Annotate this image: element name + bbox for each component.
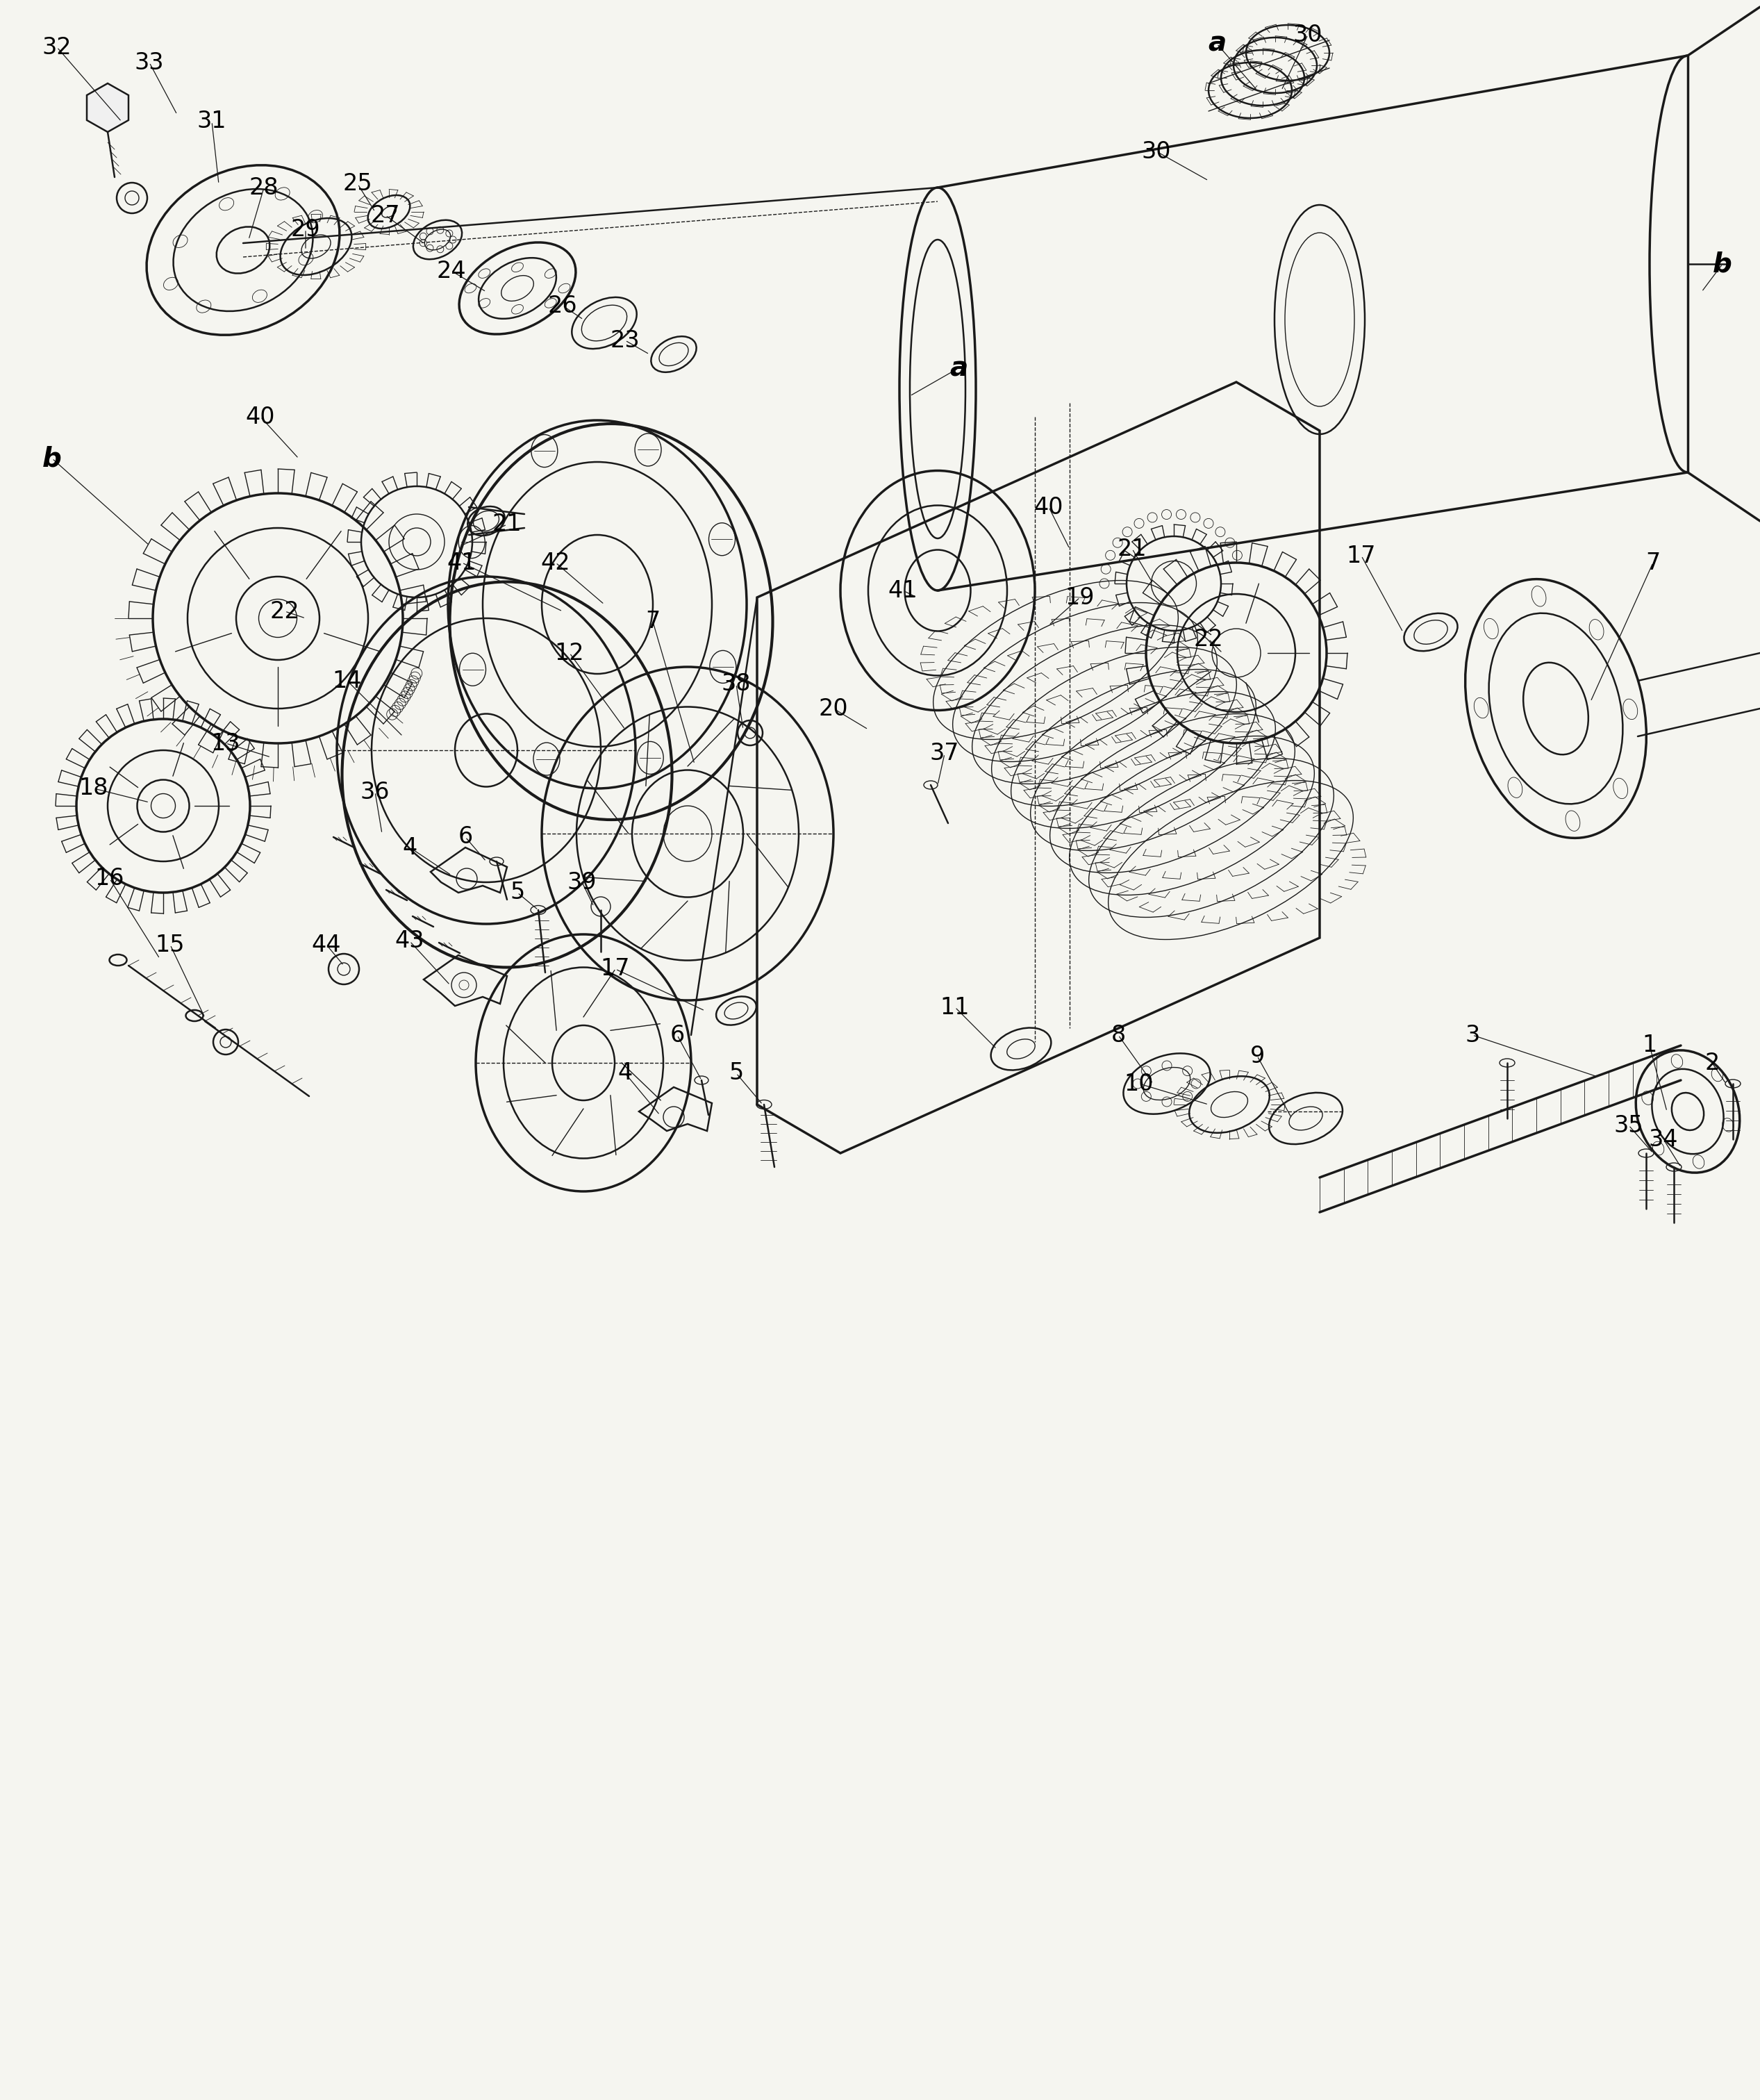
- Text: 10: 10: [1125, 1073, 1155, 1096]
- Text: 18: 18: [79, 777, 109, 800]
- Text: 3: 3: [1464, 1023, 1480, 1046]
- Text: 8: 8: [1111, 1023, 1126, 1046]
- Text: 19: 19: [1065, 586, 1095, 609]
- Text: 24: 24: [436, 260, 466, 281]
- Text: 2: 2: [1705, 1052, 1720, 1075]
- Text: 15: 15: [155, 932, 185, 956]
- Text: 23: 23: [611, 330, 641, 353]
- Text: 22: 22: [269, 601, 299, 624]
- Text: a: a: [1207, 32, 1227, 57]
- Text: 17: 17: [600, 958, 630, 981]
- Text: 12: 12: [554, 640, 584, 664]
- Text: b: b: [42, 445, 62, 472]
- Text: 32: 32: [42, 36, 72, 59]
- Text: 33: 33: [134, 50, 164, 74]
- Text: 38: 38: [722, 672, 752, 695]
- Text: 28: 28: [250, 176, 278, 200]
- Text: 14: 14: [333, 670, 363, 693]
- Text: 21: 21: [493, 512, 521, 536]
- Text: 44: 44: [312, 932, 341, 956]
- Text: 40: 40: [1035, 496, 1063, 519]
- Text: 35: 35: [1614, 1113, 1644, 1136]
- Text: 17: 17: [1346, 544, 1376, 567]
- Text: 21: 21: [1118, 538, 1148, 561]
- Text: 30: 30: [1294, 23, 1322, 46]
- Text: 27: 27: [371, 204, 400, 227]
- Text: 7: 7: [646, 611, 660, 634]
- Text: b: b: [1712, 250, 1732, 277]
- Text: 31: 31: [197, 109, 227, 132]
- Text: 37: 37: [929, 741, 959, 764]
- Text: 25: 25: [343, 172, 373, 195]
- Text: 40: 40: [246, 405, 275, 428]
- Text: 22: 22: [1193, 628, 1223, 651]
- Text: 30: 30: [1142, 141, 1170, 164]
- Text: 7: 7: [1646, 550, 1660, 573]
- Text: 6: 6: [458, 825, 473, 848]
- Text: 29: 29: [290, 218, 320, 242]
- Text: 41: 41: [889, 580, 917, 603]
- Text: 42: 42: [540, 550, 570, 573]
- Text: 9: 9: [1250, 1044, 1264, 1067]
- Text: 43: 43: [394, 930, 424, 953]
- Text: 13: 13: [211, 731, 241, 754]
- Text: 1: 1: [1642, 1033, 1656, 1056]
- Text: 4: 4: [403, 836, 417, 859]
- Text: 34: 34: [1649, 1128, 1679, 1151]
- Text: 36: 36: [361, 781, 389, 804]
- Text: 5: 5: [510, 882, 524, 905]
- Text: 6: 6: [671, 1023, 685, 1046]
- Text: 4: 4: [618, 1063, 632, 1086]
- Text: 39: 39: [567, 872, 597, 895]
- Text: 11: 11: [940, 995, 970, 1019]
- Text: 26: 26: [547, 294, 577, 317]
- Text: 16: 16: [95, 867, 125, 890]
- Text: a: a: [949, 355, 968, 382]
- Text: 41: 41: [447, 550, 477, 573]
- Text: 5: 5: [729, 1063, 744, 1086]
- Polygon shape: [86, 84, 128, 132]
- Text: 20: 20: [818, 697, 848, 720]
